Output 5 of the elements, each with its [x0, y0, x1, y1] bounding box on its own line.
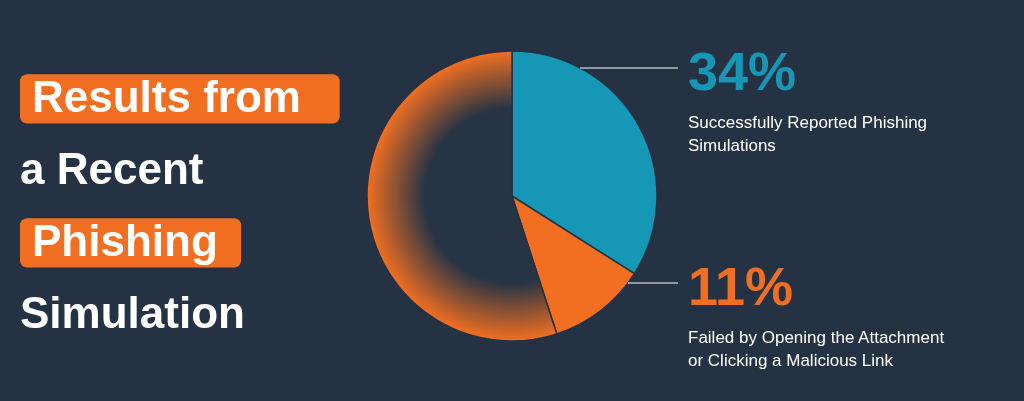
slice-label: Successfully Reported Phishing Simulations [688, 113, 928, 155]
text: Results from a Recent Phishing Simulation [20, 72, 301, 337]
slice-label: Failed by Opening the Attachment or Clicking a Malicious Link [688, 328, 945, 370]
data-label: 11% [688, 256, 794, 316]
data-label: 34% [688, 41, 797, 101]
